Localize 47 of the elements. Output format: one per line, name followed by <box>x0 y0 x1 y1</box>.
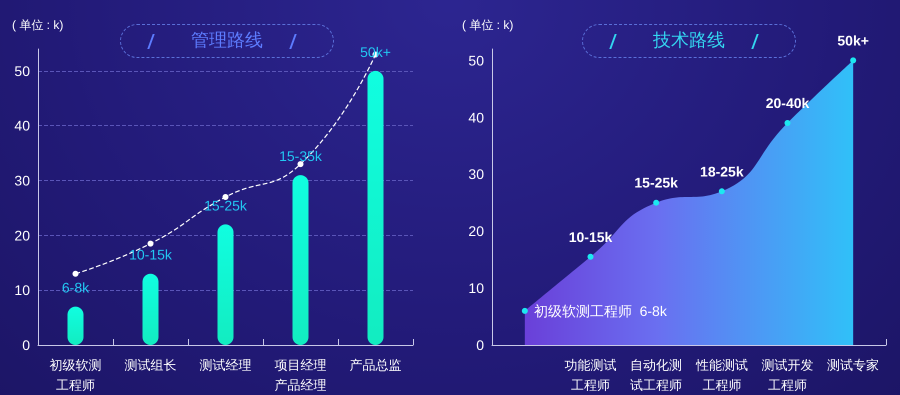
data-label: 10-15k <box>568 228 613 245</box>
data-label: 20-40k <box>766 95 810 111</box>
y-tick-label: 40 <box>14 118 30 134</box>
data-label: 15-35k <box>279 148 323 164</box>
x-tick-label: 功能测试工程师 <box>564 358 616 392</box>
y-axis-title: ( 单位 : k) <box>462 18 514 32</box>
point <box>718 188 725 194</box>
y-tick-label: 20 <box>468 223 484 240</box>
y-tick-label: 0 <box>22 337 30 353</box>
bar <box>142 274 158 345</box>
x-tick-label: 性能测试工程师 <box>694 358 748 392</box>
y-tick-label: 10 <box>14 282 30 298</box>
x-tick-label: 测试开发工程师 <box>762 358 814 392</box>
y-tick-label: 50 <box>468 52 484 68</box>
point <box>850 57 856 64</box>
point <box>298 161 304 168</box>
data-label: 50k+ <box>360 44 391 60</box>
bar <box>292 175 308 345</box>
x-tick-label: 测试经理 <box>200 358 252 372</box>
x-tick-label: 自动化测试工程师 <box>630 358 682 392</box>
y-tick-label: 40 <box>468 109 484 126</box>
y-axis-title: ( 单位 : k) <box>12 18 64 32</box>
y-tick-label: 20 <box>14 227 30 244</box>
point <box>588 254 594 260</box>
data-label: 18-25k <box>700 163 744 180</box>
y-tick-label: 30 <box>468 166 484 182</box>
x-tick-label: 产品总监 <box>350 358 402 372</box>
data-label: 50k+ <box>837 32 869 48</box>
y-tick-label: 50 <box>14 62 30 79</box>
bar <box>368 70 384 345</box>
data-label: 10-15k <box>129 246 173 263</box>
x-tick-label: 测试专家 <box>827 358 880 372</box>
data-label: 6-8k <box>62 280 90 296</box>
point <box>522 308 528 314</box>
x-tick-label: 初级软测工程师 <box>50 358 102 392</box>
data-label: 15-25k <box>634 174 678 191</box>
x-tick-label: 测试组长 <box>124 358 176 372</box>
y-tick-label: 0 <box>476 337 484 353</box>
annotation: 初级软测工程师 6-8k <box>534 302 668 319</box>
point <box>784 120 790 126</box>
y-tick-label: 10 <box>468 280 484 296</box>
point <box>148 240 154 247</box>
point <box>653 200 660 206</box>
y-tick-label: 30 <box>14 172 30 189</box>
bar <box>218 224 234 345</box>
x-tick-label: 项目经理产品经理 <box>274 358 326 392</box>
point <box>72 270 78 277</box>
